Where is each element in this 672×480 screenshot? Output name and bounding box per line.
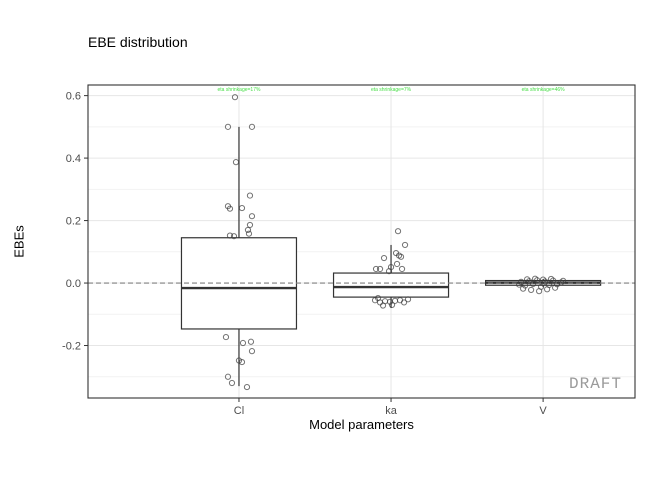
panel-border: [87, 84, 636, 399]
jitter-point-ka: [398, 265, 406, 273]
jitter-point-Cl: [231, 94, 239, 101]
jitter-point-V: [548, 275, 555, 283]
shrinkage-annotation-V: eta shrinkage=46%: [522, 87, 566, 93]
jitter-point-Cl: [238, 204, 246, 212]
jitter-point-V: [560, 277, 567, 284]
jitter-point-V: [536, 288, 543, 295]
jitter-point-ka: [376, 265, 384, 273]
jitter-point-Cl: [235, 357, 243, 364]
jitter-point-V: [542, 278, 549, 285]
y-axis-title: EBEs: [11, 225, 27, 258]
jitter-point-Cl: [226, 232, 234, 239]
y-tick-label: 0.4: [66, 153, 81, 165]
jitter-point-Cl: [245, 230, 253, 237]
jitter-point-Cl: [232, 159, 240, 166]
jitter-point-Cl: [243, 383, 251, 391]
draft-watermark: DRAFT: [568, 375, 622, 393]
jitter-point-Cl: [228, 379, 236, 387]
y-tick-label: 0.2: [66, 216, 81, 228]
jitter-point-ka: [393, 260, 401, 268]
jitter-point-V: [520, 285, 527, 292]
plot-panel: [88, 85, 635, 398]
jitter-point-V: [524, 276, 531, 283]
jitter-point-Cl: [230, 233, 238, 240]
x-axis-title: Model parameters: [309, 417, 414, 432]
jitter-point-Cl: [224, 123, 232, 130]
jitter-point-ka: [379, 302, 387, 309]
jitter-point-ka: [397, 253, 405, 260]
y-tick-label: 0.6: [66, 91, 81, 103]
jitter-point-V: [540, 276, 547, 283]
jitter-point-Cl: [239, 339, 247, 347]
jitter-point-V: [526, 278, 533, 285]
jitter-point-ka: [388, 301, 396, 309]
y-tick-label: -0.2: [62, 341, 81, 353]
jitter-point-Cl: [238, 358, 246, 366]
jitter-point-V: [552, 284, 559, 291]
jitter-point-Cl: [248, 348, 256, 355]
jitter-point-Cl: [224, 373, 232, 380]
jitter-point-Cl: [244, 226, 252, 234]
box-ka: [332, 272, 450, 298]
x-tick-label-ka: ka: [385, 405, 398, 417]
jitter-point-ka: [401, 241, 409, 249]
x-tick-label-Cl: Cl: [234, 405, 244, 417]
jitter-point-ka: [400, 299, 408, 306]
jitter-point-Cl: [246, 221, 254, 229]
jitter-point-V: [544, 286, 551, 293]
chart-title: EBE distribution: [88, 34, 188, 50]
jitter-point-Cl: [248, 213, 256, 220]
jitter-point-ka: [404, 296, 412, 303]
jitter-point-ka: [372, 265, 380, 273]
jitter-point-V: [530, 280, 537, 288]
jitter-point-ka: [385, 268, 393, 275]
jitter-point-Cl: [222, 333, 230, 341]
box-Cl: [180, 237, 298, 330]
jitter-point-ka: [374, 294, 382, 302]
shrinkage-annotation-ka: eta shrinkage=7%: [371, 87, 412, 93]
jitter-point-ka: [380, 254, 388, 262]
jitter-point-V: [532, 275, 539, 282]
jitter-point-Cl: [248, 123, 256, 130]
jitter-point-Cl: [226, 205, 234, 212]
y-tick-label: 0.0: [66, 278, 81, 290]
x-tick-label-V: V: [539, 405, 547, 417]
jitter-point-Cl: [246, 192, 254, 199]
shrinkage-annotation-Cl: eta shrinkage=17%: [217, 87, 261, 93]
jitter-point-ka: [394, 228, 402, 235]
jitter-point-Cl: [247, 338, 255, 345]
jitter-point-V: [522, 282, 529, 289]
jitter-point-V: [528, 286, 535, 294]
jitter-point-V: [516, 281, 523, 288]
